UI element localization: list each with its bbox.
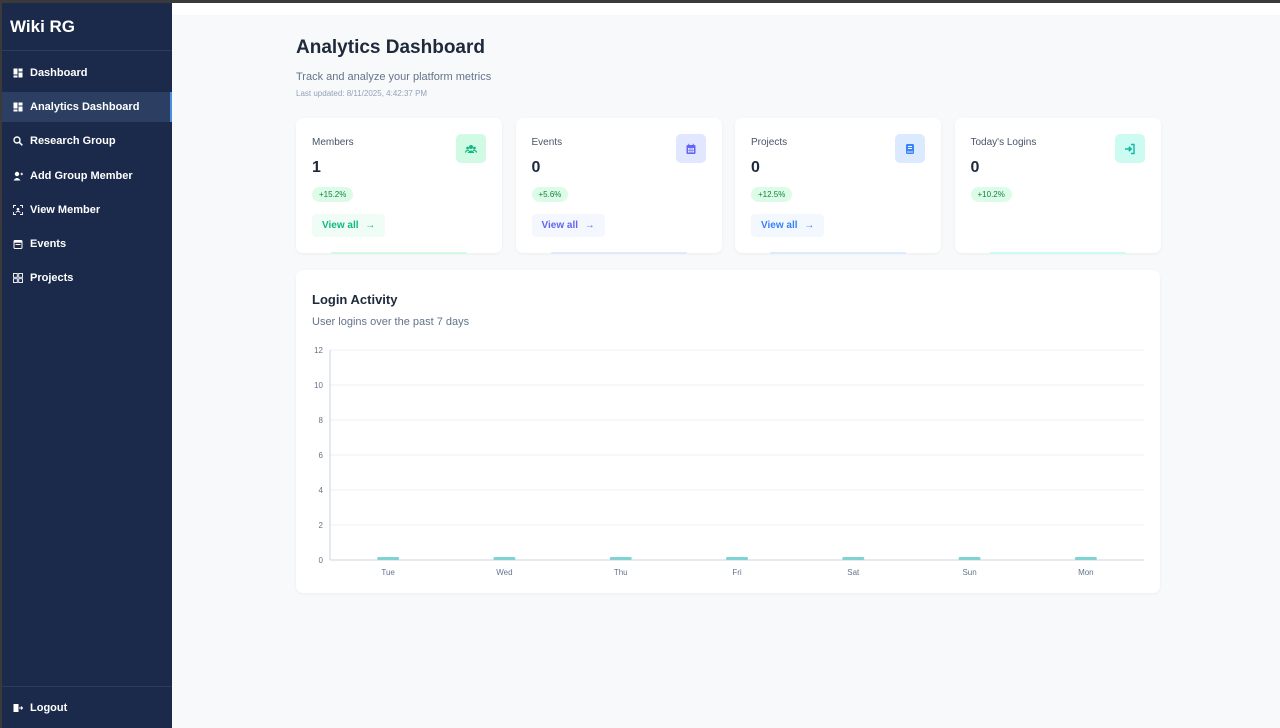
sidebar-item-add-group-member[interactable]: Add Group Member [2,161,172,191]
arrow-right-icon: → [804,220,815,231]
card-accent-line [550,252,687,254]
brand-logo: Wiki RG [2,3,172,51]
y-tick-label: 2 [319,521,324,530]
change-badge: +10.2% [970,187,1012,202]
y-tick-label: 12 [314,346,323,355]
sidebar-item-label: Add Group Member [30,169,133,182]
arrow-right-icon: → [365,220,376,231]
calendar-icon [13,239,23,249]
stat-label: Events [531,137,563,148]
change-badge: +12.5% [751,187,793,202]
stat-value: 0 [751,159,760,176]
x-tick-label: Thu [614,568,628,577]
logout-label: Logout [30,701,68,714]
sidebar-item-research-group[interactable]: Research Group [2,126,172,156]
page-subtitle: Track and analyze your platform metrics [296,71,492,83]
view-all-button[interactable]: View all → [312,214,386,237]
change-badge: +5.6% [531,187,569,202]
login-icon [1114,134,1145,163]
bar [377,557,400,560]
y-tick-label: 4 [319,486,324,495]
sidebar-item-projects[interactable]: Projects [2,263,172,293]
sidebar-item-label: Projects [30,272,74,285]
view-all-label: View all [761,220,798,231]
y-tick-label: 0 [319,556,324,565]
stat-card-members: Members 1 +15.2% View all → [296,118,502,254]
sidebar-item-events[interactable]: Events [2,229,172,259]
stat-label: Today's Logins [970,137,1037,148]
login-activity-card: 0 2 4 6 8 10 12 Tue Wed Thu Fri Sat Sun Mon Login Act… [296,270,1160,593]
sidebar-item-label: Dashboard [30,67,88,79]
dashboard-icon [13,68,23,78]
stat-label: Projects [751,137,788,148]
users-icon [456,134,486,163]
sidebar-item-label: Research Group [30,135,116,148]
stat-value: 0 [531,159,541,176]
bar [493,557,516,560]
login-activity-chart: 0 2 4 6 8 10 12 Tue Wed Thu Fri Sat Sun Mon [314,346,1144,577]
last-updated: Last updated: 8/11/2025, 4:42:37 PM [296,89,428,98]
page-title: Analytics Dashboard [296,37,485,58]
bar [958,557,981,560]
stat-value: 0 [970,159,980,176]
view-all-label: View all [541,220,579,231]
grid-icon [13,273,23,284]
card-accent-line [989,252,1126,254]
chart-title: Login Activity [312,292,398,307]
sidebar-item-analytics-dashboard[interactable]: Analytics Dashboard [2,92,172,123]
change-badge: +15.2% [312,187,354,202]
x-tick-label: Tue [381,568,395,577]
bar [842,557,865,560]
sidebar-item-label: Events [30,237,67,250]
y-tick-label: 6 [319,451,324,460]
book-icon [895,134,925,163]
logout-button[interactable]: Logout [2,686,172,728]
bar [1074,557,1097,560]
calendar-icon [675,134,706,163]
dashboard-icon [13,102,23,112]
sidebar-nav: Dashboard Analytics Dashboard Research Gro… [2,51,172,293]
app-window: Wiki RG Dashboard Analytics Dashboard Rese… [2,3,1280,728]
arrow-right-icon: → [584,220,595,231]
search-icon [13,136,23,147]
view-all-button[interactable]: View all → [531,214,605,237]
x-tick-label: Fri [732,568,742,577]
x-tick-label: Sun [962,568,976,577]
x-tick-label: Mon [1078,568,1094,577]
x-tick-label: Sat [847,568,860,577]
view-all-button[interactable]: View all → [751,214,825,237]
user-plus-icon [13,171,23,181]
sidebar: Wiki RG Dashboard Analytics Dashboard Rese… [2,3,172,728]
stat-card-events: Events 0 +5.6% View all → [515,118,722,254]
view-all-label: View all [322,220,359,231]
card-accent-line [331,252,467,254]
stat-label: Members [312,137,354,148]
logout-icon [13,703,23,712]
bar [726,557,748,560]
stat-value: 1 [312,159,321,176]
stat-card-projects: Projects 0 +12.5% View all → [735,118,941,254]
scan-icon [13,204,23,215]
stat-card-today-s-logins: Today's Logins 0 +10.2% [954,118,1161,254]
card-accent-line [770,252,906,254]
y-tick-label: 8 [319,416,324,425]
y-tick-label: 10 [314,381,323,390]
sidebar-item-label: Analytics Dashboard [30,101,140,114]
chart-subtitle: User logins over the past 7 days [312,316,470,328]
bar [609,557,632,560]
top-strip [172,3,1280,15]
main-content: Analytics Dashboard Track and analyze yo… [172,3,1280,728]
sidebar-item-view-member[interactable]: View Member [2,195,172,225]
sidebar-item-label: View Member [30,203,101,216]
sidebar-item-dashboard[interactable]: Dashboard [2,58,172,88]
x-tick-label: Wed [496,568,512,577]
